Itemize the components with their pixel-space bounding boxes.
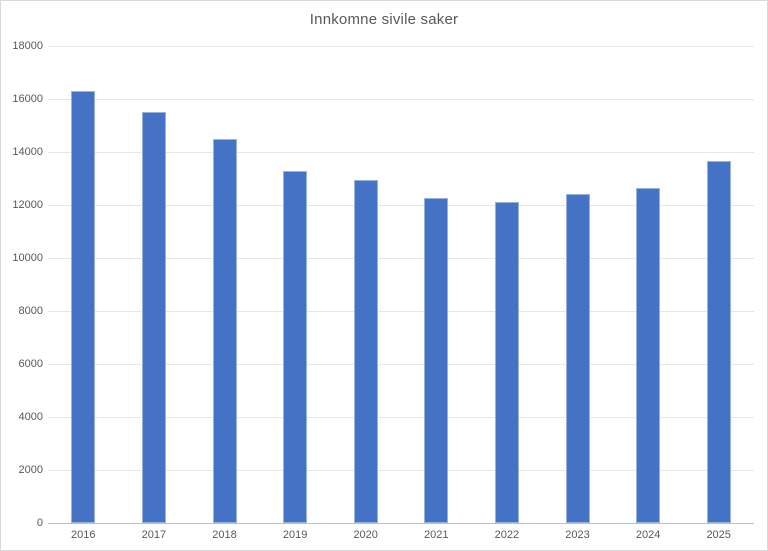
gridline xyxy=(48,204,754,206)
bar-2022 xyxy=(494,202,519,523)
x-tick-label: 2018 xyxy=(212,529,237,541)
bar-2016 xyxy=(71,91,96,523)
y-tick-label: 10000 xyxy=(12,252,43,264)
bar-2020 xyxy=(353,179,378,523)
bar-2025 xyxy=(706,161,731,523)
y-tick-label: 16000 xyxy=(12,93,43,105)
y-tick-label: 14000 xyxy=(12,146,43,158)
y-tick-label: 18000 xyxy=(12,40,43,52)
x-tick-label: 2016 xyxy=(71,529,96,541)
gridline xyxy=(48,469,754,471)
x-tick-label: 2021 xyxy=(424,529,449,541)
gridline xyxy=(48,45,754,47)
gridline xyxy=(48,257,754,259)
y-tick-label: 4000 xyxy=(18,411,43,423)
x-tick-label: 2022 xyxy=(494,529,520,541)
x-axis-line xyxy=(48,523,754,524)
x-tick-label: 2023 xyxy=(565,529,590,541)
x-tick-label: 2020 xyxy=(353,529,378,541)
x-tick-label: 2024 xyxy=(635,529,661,541)
y-tick-label: 6000 xyxy=(18,358,43,370)
x-tick-label: 2019 xyxy=(282,529,308,541)
bar-2023 xyxy=(565,194,590,523)
bar-2019 xyxy=(283,170,308,523)
x-tick-label: 2017 xyxy=(141,529,167,541)
gridline xyxy=(48,98,754,100)
y-tick-label: 0 xyxy=(36,517,43,529)
gridline xyxy=(48,151,754,153)
gridline xyxy=(48,416,754,418)
gridline xyxy=(48,363,754,365)
x-tick-label: 2025 xyxy=(706,529,731,541)
chart-title: Innkomne sivile saker xyxy=(309,11,459,28)
bar-2018 xyxy=(212,138,237,523)
y-tick-label: 2000 xyxy=(18,464,43,476)
y-tick-label: 12000 xyxy=(12,199,43,211)
bar-2017 xyxy=(141,112,166,523)
gridline xyxy=(48,310,754,312)
y-tick-label: 8000 xyxy=(18,305,43,317)
bar-2021 xyxy=(424,198,449,523)
bar-2024 xyxy=(636,187,661,523)
